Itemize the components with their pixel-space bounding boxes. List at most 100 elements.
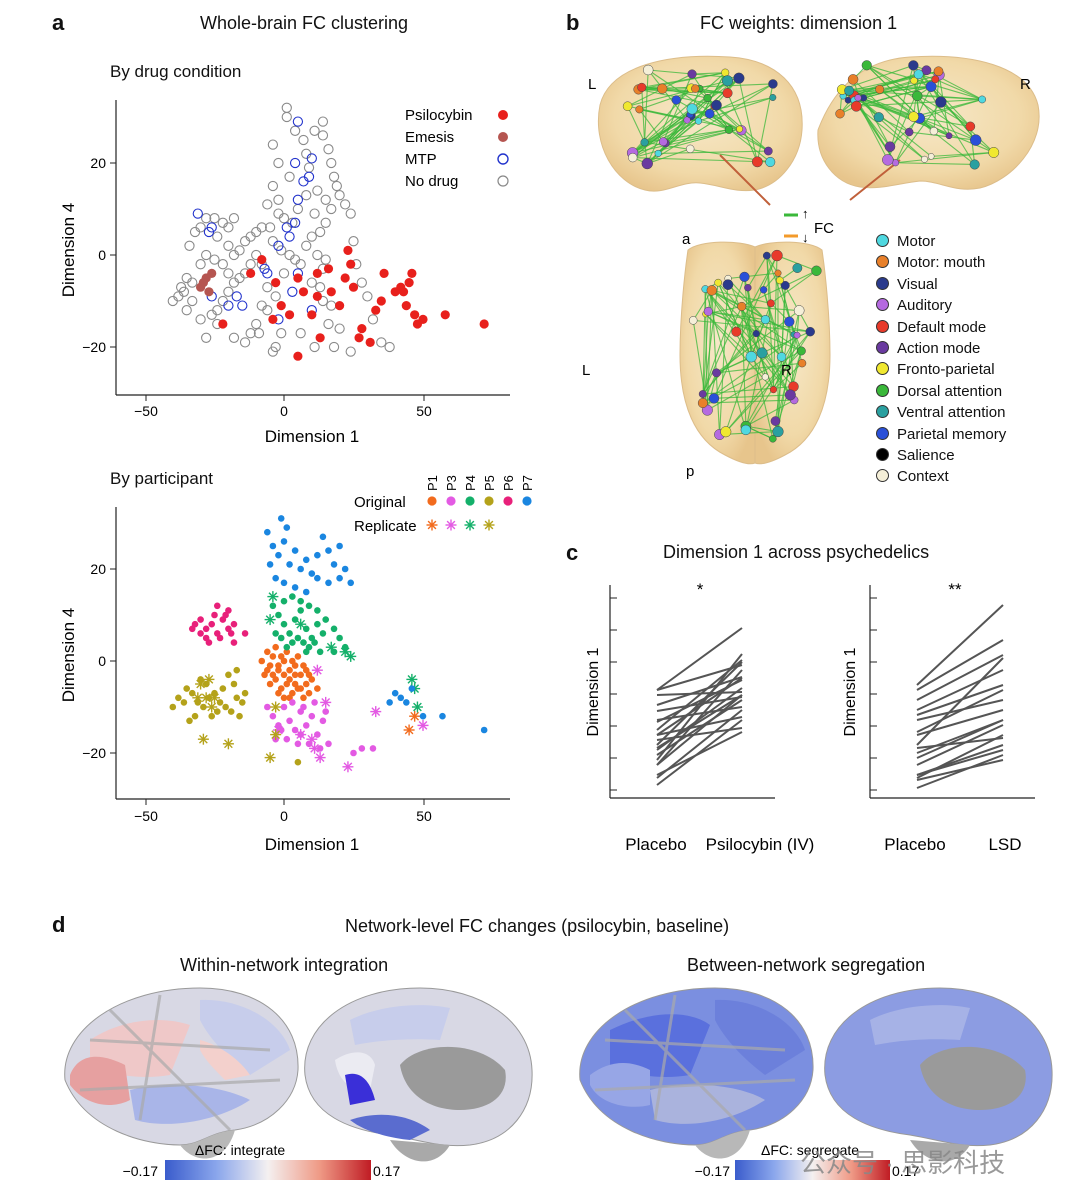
brain-node: [766, 299, 775, 308]
point-no-drug: [362, 291, 373, 302]
point-p3: [264, 703, 271, 711]
legend-emesis: Emesis: [405, 129, 454, 146]
participant-line: [916, 684, 1004, 716]
network-legend-label: Ventral attention: [897, 404, 1006, 422]
fc-edge: [916, 95, 950, 137]
point-no-drug: [267, 139, 279, 150]
participant-label: P6: [501, 475, 516, 491]
point-no-drug: [184, 240, 195, 251]
point-psilocybin: [312, 291, 322, 301]
cond-placebo: Placebo: [884, 835, 945, 854]
point-p3: [294, 740, 302, 748]
brain-node: [671, 95, 681, 105]
point-no-drug: [228, 277, 240, 288]
fc-edge: [690, 96, 773, 116]
colorbar-max: 0.17: [892, 1163, 919, 1179]
brain-node: [969, 159, 980, 170]
point-psilocybin: [343, 245, 353, 255]
brain-node: [861, 60, 872, 71]
point-psilocybin: [326, 287, 336, 297]
x-tick: 50: [416, 403, 432, 419]
point-p7: [408, 685, 416, 692]
panel-b-title: FC weights: dimension 1: [700, 13, 898, 33]
participant-line: [916, 639, 1004, 691]
network-color-swatch: [876, 405, 889, 419]
brain-node: [703, 93, 712, 103]
point-no-drug: [326, 203, 337, 215]
point-p1: [289, 657, 296, 665]
point-no-drug: [234, 272, 245, 284]
brain-node: [756, 347, 768, 359]
scatter-by-participant: −50 0 50 20 0 −20 Dimension 1 Dimension …: [59, 475, 535, 854]
point-p7: [302, 588, 310, 596]
y-tick: −20: [82, 745, 106, 761]
point-no-drug: [292, 203, 304, 215]
point-p1: [297, 685, 304, 692]
brain-node: [712, 368, 721, 378]
point-no-drug: [340, 199, 351, 210]
point-psilocybin: [379, 268, 389, 278]
point-p4: [289, 639, 296, 646]
point-p5-replicate: [270, 701, 282, 713]
point-no-drug: [256, 300, 267, 311]
fc-edge: [632, 128, 740, 159]
point-p1: [266, 662, 274, 669]
point-p7: [280, 579, 288, 587]
point-no-drug: [209, 254, 220, 265]
brain-node: [945, 132, 953, 140]
panel-label-b: b: [566, 10, 580, 35]
y-tick: 0: [98, 653, 106, 669]
point-p5-replicate: [270, 729, 282, 741]
fc-edge: [761, 352, 791, 396]
brain-node: [762, 251, 771, 260]
participant-line: [656, 709, 743, 779]
brain-node: [929, 126, 938, 136]
fc-edge: [646, 83, 774, 165]
point-no-drug: [195, 259, 206, 270]
point-p4: [269, 602, 277, 610]
point-p1: [280, 694, 288, 702]
network-legend-label: Parietal memory: [897, 425, 1007, 443]
point-psilocybin: [284, 310, 295, 320]
brain-axial: [679, 241, 831, 465]
fc-edge: [702, 289, 706, 404]
brain-node: [733, 72, 745, 84]
point-no-drug: [175, 282, 187, 293]
point-p3-replicate: [306, 733, 318, 745]
point-no-drug: [253, 328, 265, 339]
point-p7: [308, 570, 316, 577]
point-p5-replicate: [195, 678, 207, 690]
point-no-drug: [328, 171, 340, 182]
brain-node: [642, 64, 654, 76]
network-legend-item: Motor: mouth: [876, 253, 985, 273]
y-axis-label: Dimension 4: [59, 608, 78, 703]
brain-node: [769, 94, 777, 101]
fc-edge: [665, 129, 730, 144]
brain-node: [850, 100, 862, 112]
point-p6: [211, 611, 218, 619]
point-no-drug: [298, 134, 309, 146]
brain-right-lateral: [817, 55, 1040, 201]
point-psilocybin: [348, 282, 359, 292]
panel-d-title: Network-level FC changes (psilocybin, ba…: [345, 916, 730, 936]
between-network-title: Between-network segregation: [687, 955, 926, 975]
point-psilocybin: [276, 301, 286, 311]
brain-node: [873, 112, 884, 123]
paired-line-plots: * Dimension 1 Placebo Psilocybin (IV) **…: [585, 580, 1035, 854]
participant-line: [656, 694, 743, 766]
point-p6: [225, 607, 232, 614]
point-no-drug: [334, 323, 345, 334]
point-no-drug: [320, 217, 331, 228]
network-color-swatch: [876, 448, 889, 461]
point-psilocybin: [401, 301, 411, 311]
participant-line: [656, 659, 743, 731]
point-p7: [419, 712, 427, 720]
legend-replicate-marker: [445, 519, 457, 531]
point-p1: [275, 662, 282, 669]
point-no-drug: [201, 249, 212, 261]
label-right: R: [1020, 76, 1031, 93]
point-mtp: [203, 226, 215, 238]
fc-edge: [841, 64, 914, 91]
point-p5-replicate: [222, 738, 234, 750]
arrow-down-icon: ↓: [802, 230, 809, 245]
